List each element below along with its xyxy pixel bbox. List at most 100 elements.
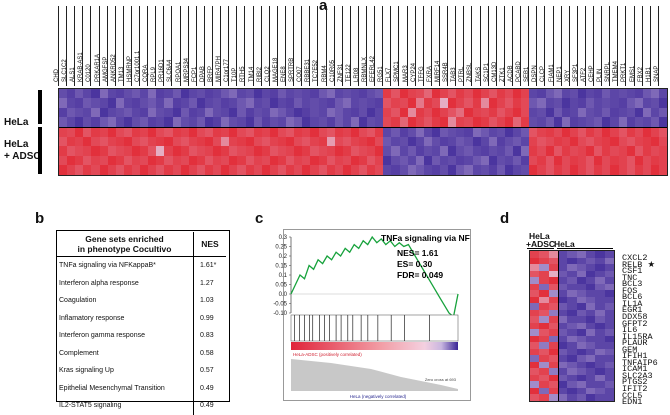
- heatmap-cell: [659, 98, 668, 108]
- heatmap-cell: [561, 146, 570, 156]
- heatmap-cell: [480, 107, 489, 118]
- gene-set-name: Complement: [59, 349, 99, 357]
- es-tick-label: 0.3: [279, 235, 288, 241]
- heatmap-cell: [432, 136, 441, 147]
- gene-label-a-text: TE122: [345, 64, 352, 82]
- heatmap-cell: [594, 89, 603, 99]
- gene-label-a: H1B1: [646, 6, 656, 86]
- heatmap-cell: [310, 127, 319, 137]
- heatmap-cell: [464, 98, 473, 108]
- heatmap-cell: [148, 107, 157, 118]
- heatmap-cell: [204, 89, 214, 99]
- heatmap-cell: [602, 155, 611, 166]
- heatmap-cell: [196, 127, 205, 137]
- heatmap-cell: [537, 98, 546, 108]
- heatmap-cell: [318, 107, 327, 118]
- heatmap-cell: [548, 355, 558, 362]
- heatmap-cell: [513, 136, 522, 147]
- gene-label-a: SPMC1: [394, 6, 404, 86]
- es-tick-label: 0.25: [275, 245, 287, 251]
- heatmap-cell: [350, 89, 360, 99]
- gsea-stat-fdr: FDR= 0.049: [397, 270, 443, 280]
- row-label-hela-adsc-1: HeLa: [4, 139, 29, 150]
- gene-label-a-text: FBX2: [637, 66, 644, 82]
- heatmap-cell: [529, 89, 538, 99]
- heatmap-cell: [237, 127, 246, 137]
- gene-set-nes: 0.83: [193, 327, 226, 345]
- heatmap-cell: [567, 394, 577, 401]
- heatmap-cell: [548, 368, 558, 375]
- gene-label-a-text: FXRA: [426, 65, 433, 82]
- heatmap-cell: [75, 165, 84, 175]
- heatmap-cell: [334, 117, 343, 127]
- heatmap-cell: [375, 89, 384, 99]
- heatmap-cell: [75, 136, 84, 147]
- heatmap-cell: [521, 155, 530, 166]
- heatmap-cell: [286, 127, 295, 137]
- heatmap-cell: [537, 146, 546, 156]
- heatmap-cell: [456, 165, 465, 175]
- heatmap-cell: [586, 107, 595, 118]
- heatmap-cell: [302, 165, 311, 175]
- heatmap-cell: [578, 127, 587, 137]
- gene-label-a-text: PCABD: [516, 61, 523, 82]
- gene-label-a: RTH5: [240, 6, 250, 86]
- gene-label-d: RELB ★: [622, 260, 655, 270]
- heatmap-column: [539, 251, 549, 401]
- heatmap-cell: [286, 98, 295, 108]
- gene-set-nes: 0.57: [193, 362, 226, 380]
- heatmap-cell: [650, 89, 660, 99]
- heatmap-cell: [553, 89, 562, 99]
- heatmap-cell: [602, 98, 611, 108]
- gene-label-a: SLC1C2: [62, 6, 72, 86]
- heatmap-cell: [618, 136, 627, 147]
- gene-label-a: XRY: [565, 6, 575, 86]
- heatmap-cell: [610, 136, 619, 147]
- heatmap-cell: [59, 155, 68, 166]
- heatmap-cell: [383, 155, 392, 166]
- heatmap-cell: [196, 136, 205, 147]
- gene-label-a: MIRF14: [435, 6, 445, 86]
- gene-label-a: CO07: [297, 6, 307, 86]
- gene-label-a: FBX2: [638, 6, 648, 86]
- gene-label-d-text: IL15RA: [622, 331, 653, 342]
- heatmap-cell: [237, 89, 246, 99]
- heatmap-cell: [505, 98, 514, 108]
- heatmap-cell: [123, 146, 132, 156]
- heatmap-cell: [237, 117, 246, 127]
- heatmap-cell: [464, 107, 473, 118]
- heatmap-cell: [261, 127, 270, 137]
- gene-label-a-text: ZTK1: [499, 67, 506, 82]
- heatmap-cell: [659, 107, 668, 118]
- heatmap-cell: [83, 117, 92, 127]
- heatmap-cell: [586, 374, 596, 382]
- heatmap-cell: [618, 117, 627, 127]
- heatmap-cell: [448, 117, 457, 127]
- heatmap-cell: [626, 107, 635, 118]
- gene-label-d: PLAUR: [622, 339, 648, 348]
- d-col-label-hela: HeLa: [554, 239, 575, 249]
- heatmap-cell: [602, 146, 611, 156]
- heatmap-cell: [659, 155, 668, 166]
- heatmap-cell: [521, 127, 530, 137]
- heatmap-cell: [359, 107, 368, 118]
- heatmap-cell: [318, 136, 327, 147]
- heatmap-cell: [156, 155, 165, 166]
- gene-label-d: TNC: [622, 273, 637, 283]
- heatmap-cell: [415, 107, 424, 118]
- heatmap-cell: [350, 127, 360, 137]
- heatmap-cell: [164, 98, 173, 108]
- heatmap-cell: [342, 89, 351, 99]
- panel-label-a: a: [319, 0, 328, 14]
- heatmap-cell: [530, 381, 540, 388]
- gene-label-a-text: TMEM4: [613, 61, 620, 82]
- heatmap-cell: [604, 277, 614, 284]
- heatmap-row: [59, 89, 668, 99]
- heatmap-cell: [529, 136, 538, 147]
- gene-set-name: Interferon alpha response: [59, 279, 139, 287]
- heatmap-cell: [595, 270, 605, 278]
- heatmap-cell: [180, 107, 189, 118]
- heatmap-cell: [156, 117, 165, 127]
- heatmap-cell: [115, 89, 124, 99]
- gene-label-a: C7or1001.1: [135, 6, 145, 86]
